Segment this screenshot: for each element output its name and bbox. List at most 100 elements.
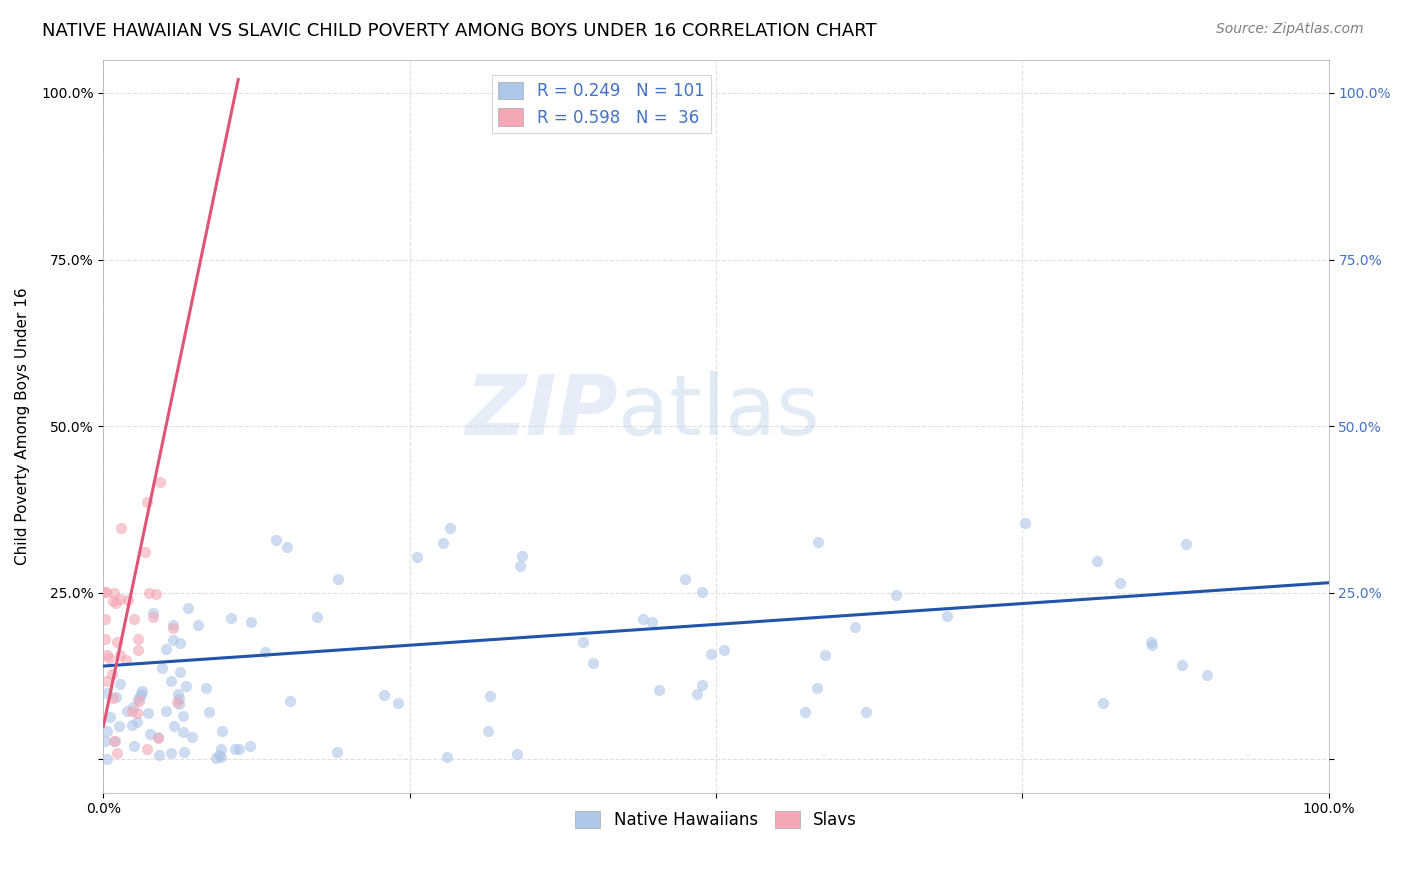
Point	[239, 615, 262, 629]
Point	[146, 731, 169, 745]
Point	[582, 656, 605, 670]
Point	[108, 677, 131, 691]
Point	[197, 706, 219, 720]
Text: NATIVE HAWAIIAN VS SLAVIC CHILD POVERTY AMONG BOYS UNDER 16 CORRELATION CHART: NATIVE HAWAIIAN VS SLAVIC CHILD POVERTY …	[42, 22, 877, 40]
Point	[131, 687, 153, 701]
Text: Source: ZipAtlas.com: Source: ZipAtlas.com	[1216, 22, 1364, 37]
Point	[135, 494, 157, 508]
Point	[228, 741, 250, 756]
Point	[640, 615, 662, 629]
Point	[254, 645, 277, 659]
Point	[211, 724, 233, 739]
Point	[209, 749, 232, 764]
Point	[512, 549, 534, 563]
Point	[169, 636, 191, 650]
Point	[138, 585, 160, 599]
Point	[155, 704, 177, 718]
Point	[631, 612, 654, 626]
Point	[208, 748, 231, 763]
Point	[103, 586, 125, 600]
Point	[96, 585, 118, 599]
Text: ZIP: ZIP	[465, 371, 619, 452]
Point	[128, 689, 150, 703]
Point	[1175, 537, 1198, 551]
Point	[160, 674, 183, 689]
Point	[101, 667, 124, 681]
Point	[145, 587, 167, 601]
Point	[94, 612, 117, 626]
Point	[110, 520, 132, 534]
Point	[108, 648, 131, 663]
Point	[326, 745, 349, 759]
Point	[1142, 638, 1164, 652]
Point	[122, 699, 145, 714]
Point	[124, 739, 146, 753]
Point	[104, 734, 127, 748]
Point	[1195, 668, 1218, 682]
Point	[181, 730, 204, 744]
Point	[692, 584, 714, 599]
Point	[855, 706, 877, 720]
Point	[127, 632, 149, 646]
Point	[477, 724, 499, 739]
Point	[177, 600, 200, 615]
Point	[807, 535, 830, 549]
Point	[387, 696, 409, 710]
Point	[690, 678, 713, 692]
Point	[406, 550, 429, 565]
Point	[142, 607, 165, 621]
Point	[103, 733, 125, 747]
Point	[187, 617, 209, 632]
Point	[127, 691, 149, 706]
Point	[276, 540, 298, 554]
Point	[162, 719, 184, 733]
Point	[117, 593, 139, 607]
Point	[96, 723, 118, 738]
Point	[93, 734, 115, 748]
Text: atlas: atlas	[619, 371, 820, 452]
Point	[326, 573, 349, 587]
Point	[96, 686, 118, 700]
Point	[150, 661, 173, 675]
Point	[105, 635, 128, 649]
Point	[105, 690, 128, 704]
Point	[100, 710, 122, 724]
Point	[107, 746, 129, 760]
Point	[148, 731, 170, 745]
Point	[1171, 658, 1194, 673]
Point	[373, 688, 395, 702]
Point	[127, 715, 149, 730]
Point	[166, 687, 188, 701]
Point	[571, 635, 593, 649]
Point	[439, 521, 461, 535]
Point	[104, 597, 127, 611]
Point	[700, 647, 723, 661]
Point	[162, 617, 184, 632]
Point	[172, 709, 194, 723]
Legend: Native Hawaiians, Slavs: Native Hawaiians, Slavs	[568, 804, 863, 836]
Point	[806, 681, 828, 695]
Point	[172, 725, 194, 739]
Point	[936, 608, 959, 623]
Point	[673, 572, 696, 586]
Point	[205, 751, 228, 765]
Point	[219, 611, 242, 625]
Point	[121, 704, 143, 718]
Point	[101, 594, 124, 608]
Point	[305, 610, 328, 624]
Point	[209, 742, 232, 756]
Point	[844, 620, 866, 634]
Point	[127, 643, 149, 657]
Point	[94, 632, 117, 646]
Point	[814, 648, 837, 662]
Point	[1085, 554, 1108, 568]
Point	[134, 545, 156, 559]
Point	[713, 643, 735, 657]
Point	[1092, 696, 1115, 710]
Point	[93, 585, 115, 599]
Point	[148, 747, 170, 762]
Point	[794, 705, 817, 719]
Point	[160, 747, 183, 761]
Point	[115, 653, 138, 667]
Point	[96, 648, 118, 662]
